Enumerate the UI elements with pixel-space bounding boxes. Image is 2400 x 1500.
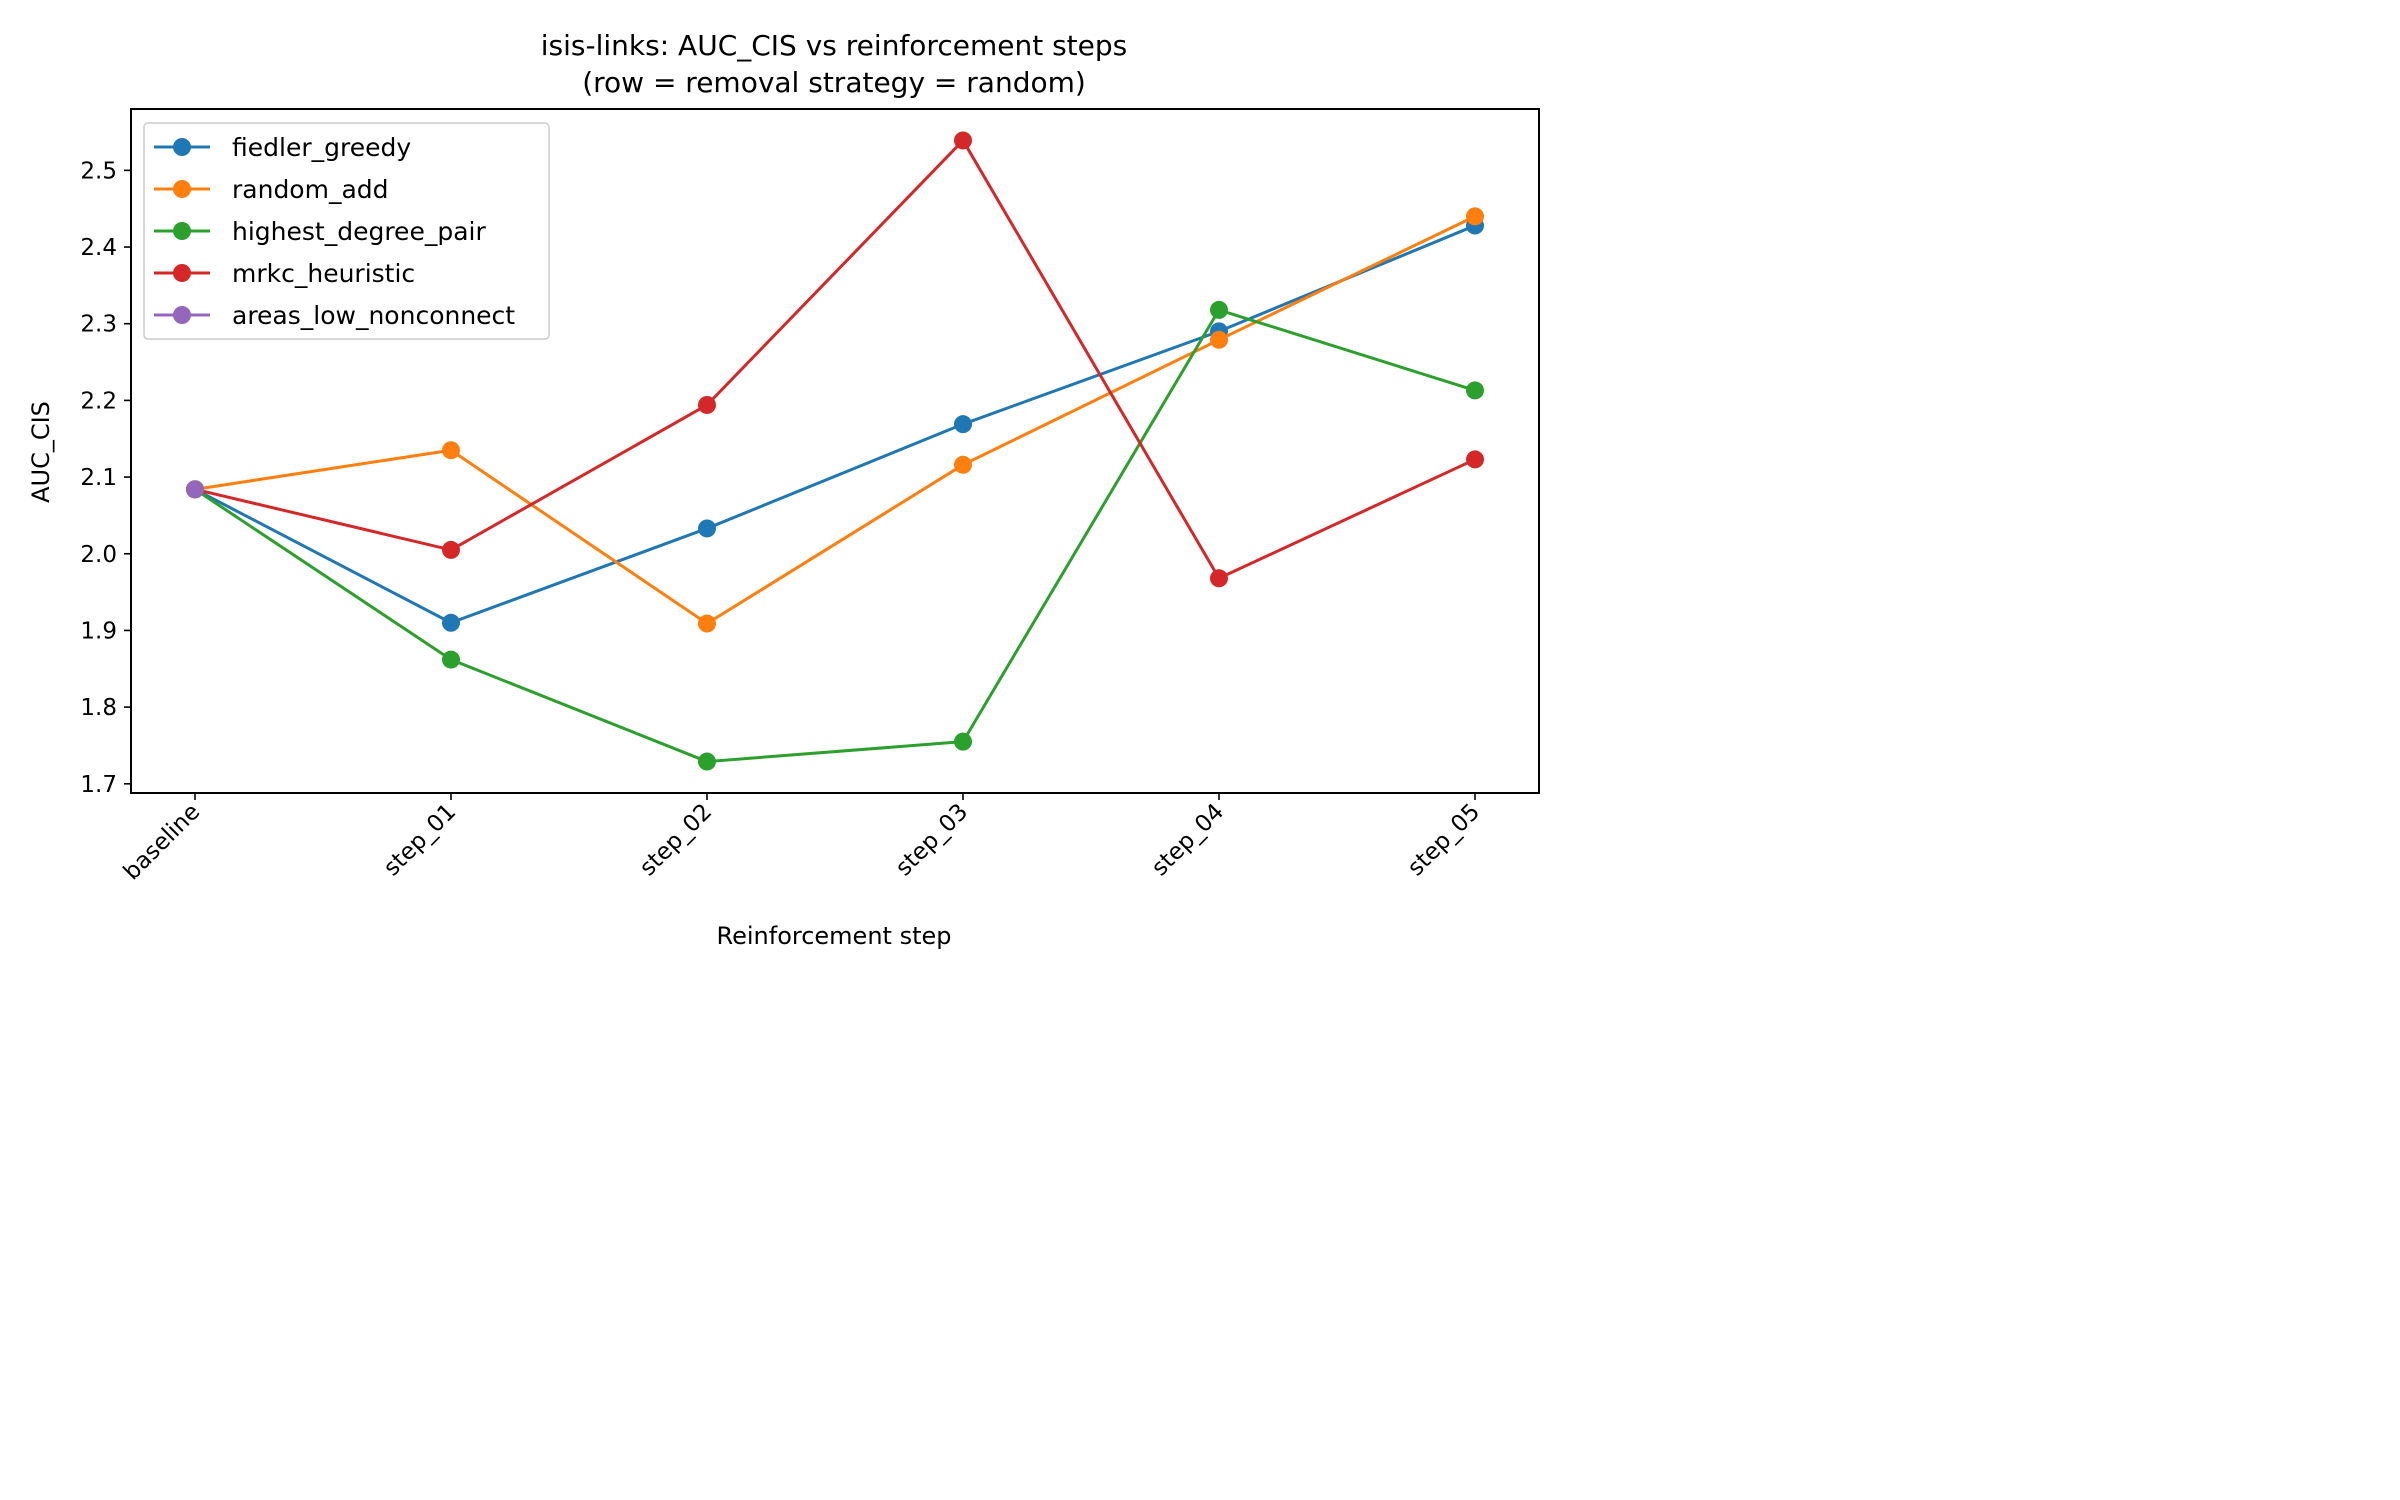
data-point-random_add-step_05 (1466, 207, 1484, 226)
data-point-random_add-step_01 (442, 441, 460, 460)
y-tick-label: 2.0 (80, 542, 117, 568)
x-tick-label: step_04 (1147, 799, 1229, 881)
legend-marker-fiedler_greedy (173, 138, 191, 156)
legend-label-fiedler_greedy: fiedler_greedy (232, 133, 411, 162)
data-point-highest_degree_pair-step_02 (698, 752, 716, 771)
data-point-highest_degree_pair-step_01 (442, 650, 460, 669)
data-point-mrkc_heuristic-step_05 (1466, 450, 1484, 469)
series-line-mrkc_heuristic (194, 138, 1476, 580)
data-point-mrkc_heuristic-step_02 (698, 395, 716, 414)
legend-marker-random_add (173, 180, 191, 198)
plot-frame (130, 108, 1540, 794)
data-point-random_add-step_03 (954, 455, 972, 474)
legend-box (143, 122, 550, 340)
data-point-fiedler_greedy-step_03 (954, 415, 972, 434)
data-point-highest_degree_pair-step_05 (1466, 381, 1484, 400)
legend-marker-areas_low_nonconnect (173, 306, 191, 324)
data-point-fiedler_greedy-step_01 (442, 613, 460, 632)
series-line-random_add (194, 215, 1476, 626)
data-point-fiedler_greedy-step_02 (698, 519, 716, 538)
x-tick-label: baseline (119, 799, 206, 886)
x-tick-label: step_01 (379, 799, 461, 881)
series-line-fiedler_greedy (194, 224, 1476, 625)
chart-title: isis-links: AUC_CIS vs reinforcement ste… (541, 29, 1127, 62)
y-tick-label: 1.7 (80, 772, 117, 798)
x-tick-label: step_02 (635, 799, 717, 881)
chart-container: isis-links: AUC_CIS vs reinforcement ste… (0, 0, 1568, 980)
y-tick-label: 2.5 (80, 158, 117, 184)
data-point-random_add-step_04 (1210, 330, 1228, 349)
x-tick-label: step_05 (1403, 799, 1485, 881)
data-point-mrkc_heuristic-step_01 (442, 540, 460, 559)
x-axis-label: Reinforcement step (717, 922, 952, 950)
data-point-highest_degree_pair-step_04 (1210, 300, 1228, 319)
legend-label-areas_low_nonconnect: areas_low_nonconnect (232, 301, 515, 330)
data-point-highest_degree_pair-step_03 (954, 732, 972, 751)
legend-marker-mrkc_heuristic (173, 264, 191, 282)
y-tick-label: 2.1 (80, 465, 117, 491)
y-tick-label: 2.4 (80, 235, 117, 261)
legend-label-highest_degree_pair: highest_degree_pair (232, 217, 486, 246)
legend-label-random_add: random_add (232, 175, 389, 204)
x-tick-label: step_03 (891, 799, 973, 881)
plot-area (186, 131, 1484, 771)
y-axis-label: AUC_CIS (27, 401, 55, 503)
legend-label-mrkc_heuristic: mrkc_heuristic (232, 259, 415, 288)
y-tick-label: 1.9 (80, 618, 117, 644)
series-line-highest_degree_pair (194, 308, 1476, 764)
y-tick-label: 2.3 (80, 312, 117, 338)
line-chart: isis-links: AUC_CIS vs reinforcement ste… (27, 29, 1540, 950)
y-tick-label: 1.8 (80, 695, 117, 721)
data-point-mrkc_heuristic-step_04 (1210, 569, 1228, 588)
legend-marker-highest_degree_pair (173, 222, 191, 240)
y-tick-label: 2.2 (80, 388, 117, 414)
data-point-random_add-step_02 (698, 614, 716, 633)
data-point-areas_low_nonconnect-baseline (186, 480, 204, 499)
chart-subtitle: (row = removal strategy = random) (582, 66, 1086, 99)
data-point-mrkc_heuristic-step_03 (954, 131, 972, 150)
legend: fiedler_greedy random_add highest_degree_p… (143, 122, 550, 340)
